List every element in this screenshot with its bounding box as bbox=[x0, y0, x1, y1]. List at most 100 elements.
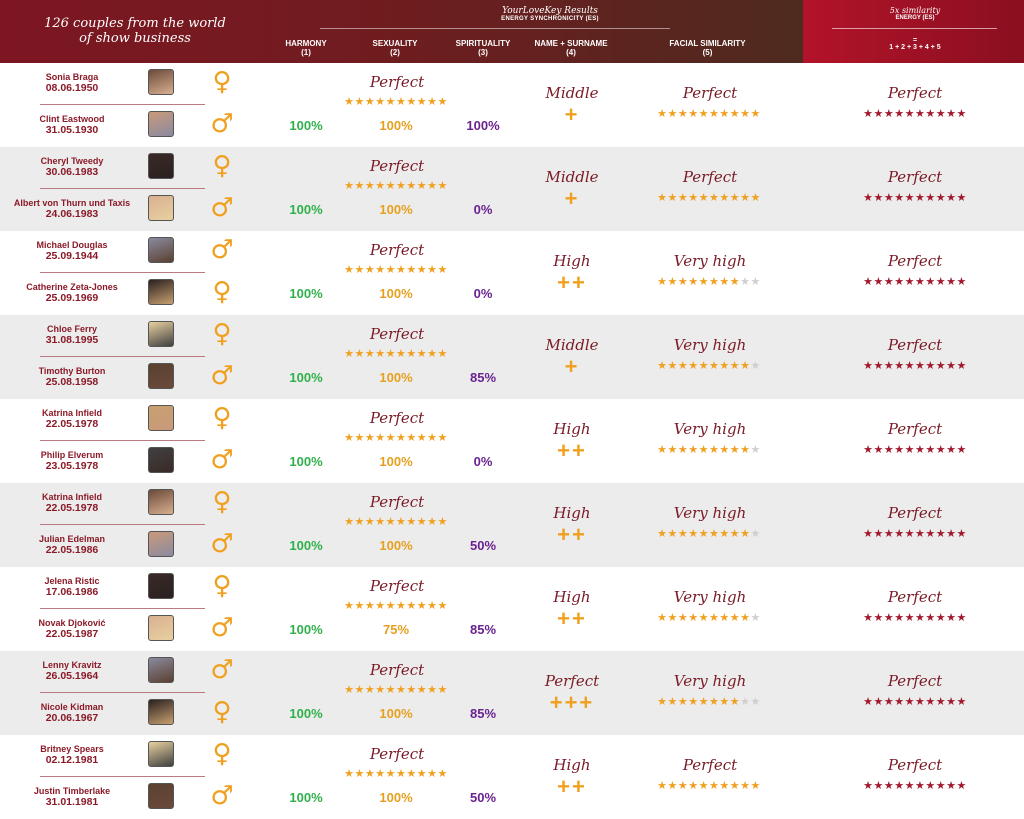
harmony-value: 100% bbox=[289, 370, 323, 385]
female-symbol-icon: ♀ bbox=[212, 487, 232, 517]
star-icon: ★ bbox=[344, 768, 355, 780]
fivex-header: 5x similarity ENERGY (ES) = 1 + 2 + 3 + … bbox=[889, 6, 941, 51]
es-subtitle: ENERGY SYNCHRONICITY (ES) bbox=[501, 16, 599, 22]
female-symbol-icon: ♀ bbox=[212, 403, 232, 433]
star-icon: ★ bbox=[396, 516, 407, 528]
star-icon: ★ bbox=[437, 768, 448, 780]
star-icon: ★ bbox=[709, 360, 720, 372]
star-icon: ★ bbox=[698, 696, 709, 708]
star-icon: ★ bbox=[883, 612, 895, 624]
face-stars: ★★★★★★★★★★ bbox=[642, 612, 776, 624]
name-level-label: Perfect bbox=[544, 672, 600, 690]
star-icon: ★ bbox=[883, 444, 895, 456]
star-icon: ★ bbox=[416, 96, 428, 108]
star-icon: ★ bbox=[904, 108, 915, 120]
star-icon: ★ bbox=[698, 192, 709, 204]
star-icon: ★ bbox=[385, 264, 396, 276]
star-icon: ★ bbox=[396, 432, 407, 444]
total-stars: ★★★★★★★★★★ bbox=[848, 276, 982, 288]
es-header: YourLoveKey Results ENERGY SYNCHRONICITY… bbox=[400, 6, 700, 22]
face-level-label: Very high bbox=[673, 504, 747, 522]
fivex-header-panel bbox=[803, 0, 1024, 63]
star-icon: ★ bbox=[709, 612, 720, 624]
person-birthdate: 25.09.1969 bbox=[45, 292, 99, 304]
star-icon: ★ bbox=[729, 444, 741, 456]
star-icon: ★ bbox=[946, 696, 957, 708]
star-empty-icon: ★ bbox=[750, 360, 761, 372]
star-icon: ★ bbox=[894, 696, 905, 708]
person-birthdate: 25.08.1958 bbox=[45, 376, 99, 388]
row-divider bbox=[40, 440, 205, 441]
star-icon: ★ bbox=[364, 96, 376, 108]
star-icon: ★ bbox=[688, 108, 699, 120]
star-icon: ★ bbox=[719, 612, 730, 624]
name-level-label: High bbox=[553, 588, 591, 606]
name-plus-icon: ++ bbox=[557, 438, 587, 463]
star-icon: ★ bbox=[740, 612, 751, 624]
fivex-divider bbox=[832, 28, 997, 29]
es-stars: ★★★★★★★★★★ bbox=[330, 180, 462, 192]
male-symbol-icon: ♂ bbox=[210, 781, 234, 811]
star-icon: ★ bbox=[667, 444, 678, 456]
star-icon: ★ bbox=[677, 780, 689, 792]
row-divider bbox=[40, 524, 205, 525]
star-icon: ★ bbox=[946, 612, 957, 624]
male-symbol-icon: ♂ bbox=[210, 445, 234, 475]
star-icon: ★ bbox=[719, 108, 730, 120]
person-birthdate: 26.05.1964 bbox=[45, 670, 99, 682]
row-divider bbox=[40, 692, 205, 693]
person-name: Britney Spears 02.12.1981 bbox=[2, 744, 142, 766]
star-icon: ★ bbox=[740, 360, 751, 372]
avatar bbox=[148, 699, 174, 725]
star-icon: ★ bbox=[863, 444, 874, 456]
table-row: Michael Douglas 25.09.1944 ♂ Catherine Zeta… bbox=[0, 231, 1024, 315]
star-icon: ★ bbox=[385, 684, 396, 696]
es-stars: ★★★★★★★★★★ bbox=[330, 516, 462, 528]
harmony-value: 100% bbox=[289, 706, 323, 721]
star-icon: ★ bbox=[935, 192, 947, 204]
star-icon: ★ bbox=[657, 444, 668, 456]
sexuality-value: 100% bbox=[379, 790, 413, 805]
star-icon: ★ bbox=[709, 444, 720, 456]
total-stars: ★★★★★★★★★★ bbox=[848, 192, 982, 204]
star-icon: ★ bbox=[667, 780, 678, 792]
star-icon: ★ bbox=[915, 360, 926, 372]
avatar bbox=[148, 741, 174, 767]
star-icon: ★ bbox=[667, 612, 678, 624]
star-empty-icon: ★ bbox=[750, 612, 761, 624]
total-level-label: Perfect bbox=[887, 168, 943, 186]
star-icon: ★ bbox=[416, 768, 428, 780]
person-name-text: Clint Eastwood bbox=[39, 114, 105, 124]
star-icon: ★ bbox=[873, 276, 884, 288]
star-icon: ★ bbox=[364, 600, 376, 612]
star-icon: ★ bbox=[894, 444, 905, 456]
row-divider bbox=[40, 188, 205, 189]
person-birthdate: 17.06.1986 bbox=[45, 586, 99, 598]
es-brand: YourLoveKey Results bbox=[502, 6, 598, 16]
row-divider bbox=[40, 776, 205, 777]
avatar bbox=[148, 237, 174, 263]
total-stars: ★★★★★★★★★★ bbox=[848, 108, 982, 120]
star-icon: ★ bbox=[925, 360, 936, 372]
star-icon: ★ bbox=[344, 96, 355, 108]
star-icon: ★ bbox=[688, 696, 699, 708]
star-icon: ★ bbox=[729, 612, 741, 624]
face-stars: ★★★★★★★★★★ bbox=[642, 360, 776, 372]
star-icon: ★ bbox=[437, 348, 448, 360]
male-symbol-icon: ♂ bbox=[210, 529, 234, 559]
name-level-label: Middle bbox=[545, 168, 599, 186]
star-icon: ★ bbox=[416, 684, 428, 696]
person-name: Novak Djoković 22.05.1987 bbox=[2, 618, 142, 640]
male-symbol-icon: ♂ bbox=[210, 235, 234, 265]
star-icon: ★ bbox=[729, 108, 741, 120]
person-birthdate: 24.06.1983 bbox=[45, 208, 99, 220]
table-row: Lenny Kravitz 26.05.1964 ♂ Nicole Kidman 20.… bbox=[0, 651, 1024, 735]
table-row: Katrina Infield 22.05.1978 ♀ Philip Elverum… bbox=[0, 399, 1024, 483]
person-name: Sonia Braga 08.06.1950 bbox=[2, 72, 142, 94]
star-icon: ★ bbox=[740, 108, 751, 120]
star-icon: ★ bbox=[915, 108, 926, 120]
star-icon: ★ bbox=[904, 276, 915, 288]
star-icon: ★ bbox=[688, 444, 699, 456]
star-icon: ★ bbox=[956, 360, 967, 372]
avatar bbox=[148, 615, 174, 641]
